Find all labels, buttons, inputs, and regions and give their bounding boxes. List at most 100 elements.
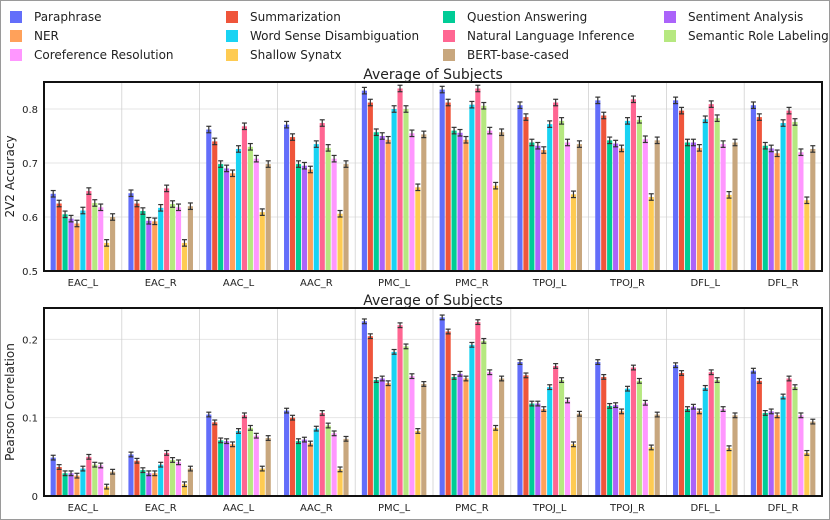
bar-question-answering-pmc-l[interactable] <box>373 132 379 271</box>
bar-question-answering-dfl-r[interactable] <box>762 145 768 271</box>
bar-coreference-resolution-pmc-l[interactable] <box>409 376 415 496</box>
bar-ner-aac-r[interactable] <box>307 169 313 271</box>
bar-summarization-aac-r[interactable] <box>289 137 296 271</box>
bar-bert-base-cased-aac-l[interactable] <box>265 438 271 496</box>
bar-sentiment-analysis-pmc-r[interactable] <box>457 132 463 271</box>
bar-bert-base-cased-eac-l[interactable] <box>110 471 116 496</box>
bar-paraphrase-dfl-l[interactable] <box>673 100 679 271</box>
bar-paraphrase-aac-l[interactable] <box>206 129 212 271</box>
bar-summarization-eac-l[interactable] <box>56 203 62 272</box>
bar-semantic-role-labeling-tpoj-l[interactable] <box>559 380 565 496</box>
bar-word-sense-disambiguation-dfl-r[interactable] <box>780 396 786 496</box>
bar-semantic-role-labeling-aac-r[interactable] <box>325 425 331 497</box>
bar-shallow-synatx-eac-r[interactable] <box>181 242 188 271</box>
bar-shallow-synatx-aac-r[interactable] <box>337 213 343 271</box>
legend-item-summarization[interactable]: Summarization <box>226 10 341 24</box>
bar-natural-language-inference-tpoj-l[interactable] <box>553 365 559 496</box>
bar-sentiment-analysis-tpoj-r[interactable] <box>613 143 619 271</box>
bar-bert-base-cased-pmc-l[interactable] <box>421 383 427 496</box>
bar-word-sense-disambiguation-aac-r[interactable] <box>313 428 319 496</box>
bar-coreference-resolution-dfl-r[interactable] <box>798 415 804 496</box>
bar-coreference-resolution-dfl-r[interactable] <box>798 152 804 271</box>
bar-paraphrase-eac-r[interactable] <box>128 454 134 496</box>
bar-sentiment-analysis-eac-r[interactable] <box>146 473 152 496</box>
bar-semantic-role-labeling-tpoj-r[interactable] <box>636 119 642 271</box>
bar-bert-base-cased-dfl-r[interactable] <box>810 148 816 271</box>
bar-summarization-eac-r[interactable] <box>134 203 140 272</box>
bar-ner-tpoj-l[interactable] <box>541 409 547 496</box>
bar-summarization-dfl-r[interactable] <box>756 380 762 496</box>
bar-sentiment-analysis-aac-r[interactable] <box>301 165 307 271</box>
bar-shallow-synatx-eac-l[interactable] <box>104 486 110 496</box>
bar-bert-base-cased-eac-r[interactable] <box>187 468 193 496</box>
bar-summarization-eac-r[interactable] <box>134 460 140 496</box>
legend-item-semantic-role-labeling[interactable]: Semantic Role Labeling <box>664 29 829 43</box>
bar-semantic-role-labeling-aac-r[interactable] <box>325 147 331 271</box>
bar-ner-pmc-r[interactable] <box>463 378 469 497</box>
bar-question-answering-dfl-r[interactable] <box>762 412 768 496</box>
bar-semantic-role-labeling-pmc-l[interactable] <box>403 109 409 271</box>
bar-sentiment-analysis-aac-r[interactable] <box>301 439 307 496</box>
bar-shallow-synatx-eac-l[interactable] <box>104 242 110 271</box>
bar-semantic-role-labeling-pmc-l[interactable] <box>403 346 409 496</box>
bar-question-answering-tpoj-l[interactable] <box>529 403 535 496</box>
bar-sentiment-analysis-dfl-r[interactable] <box>768 148 774 271</box>
bar-ner-eac-r[interactable] <box>152 221 158 271</box>
bar-paraphrase-eac-l[interactable] <box>50 193 56 271</box>
bar-summarization-eac-l[interactable] <box>56 467 62 496</box>
bar-ner-dfl-l[interactable] <box>696 411 702 496</box>
bar-paraphrase-pmc-r[interactable] <box>439 317 445 496</box>
bar-question-answering-eac-r[interactable] <box>140 211 146 271</box>
bar-sentiment-analysis-dfl-r[interactable] <box>768 411 774 496</box>
bar-natural-language-inference-eac-l[interactable] <box>86 191 92 271</box>
bar-shallow-synatx-pmc-l[interactable] <box>415 430 421 496</box>
bar-summarization-pmc-r[interactable] <box>445 102 451 272</box>
bar-coreference-resolution-aac-l[interactable] <box>253 158 259 271</box>
bar-question-answering-tpoj-r[interactable] <box>607 140 613 271</box>
bar-paraphrase-aac-l[interactable] <box>206 414 212 496</box>
bar-paraphrase-eac-l[interactable] <box>50 457 56 496</box>
bar-word-sense-disambiguation-dfl-l[interactable] <box>702 387 708 496</box>
bar-summarization-dfl-r[interactable] <box>756 117 762 271</box>
bar-bert-base-cased-dfl-l[interactable] <box>732 415 738 496</box>
bar-coreference-resolution-eac-r[interactable] <box>175 207 182 271</box>
bar-word-sense-disambiguation-eac-l[interactable] <box>80 210 86 271</box>
bar-semantic-role-labeling-pmc-r[interactable] <box>481 105 487 271</box>
bar-shallow-synatx-tpoj-l[interactable] <box>570 444 577 496</box>
bar-shallow-synatx-aac-r[interactable] <box>337 469 343 496</box>
bar-paraphrase-pmc-r[interactable] <box>439 89 445 271</box>
legend-item-bert-base-cased[interactable]: BERT-base-cased <box>443 48 569 62</box>
bar-ner-eac-l[interactable] <box>74 475 80 496</box>
bar-word-sense-disambiguation-pmc-l[interactable] <box>391 109 397 271</box>
bar-word-sense-disambiguation-eac-r[interactable] <box>158 464 164 496</box>
bar-question-answering-dfl-l[interactable] <box>684 142 691 271</box>
bar-coreference-resolution-eac-l[interactable] <box>98 465 104 496</box>
bar-question-answering-aac-l[interactable] <box>218 164 224 271</box>
bar-question-answering-tpoj-l[interactable] <box>529 142 535 271</box>
bar-shallow-synatx-pmc-r[interactable] <box>493 185 499 271</box>
bar-shallow-synatx-dfl-l[interactable] <box>726 194 732 271</box>
bar-natural-language-inference-eac-l[interactable] <box>86 456 92 496</box>
bar-ner-tpoj-r[interactable] <box>618 148 625 271</box>
bar-shallow-synatx-eac-r[interactable] <box>181 484 188 496</box>
bar-word-sense-disambiguation-tpoj-l[interactable] <box>547 124 553 272</box>
legend-item-paraphrase[interactable]: Paraphrase <box>10 10 101 24</box>
bar-coreference-resolution-pmc-r[interactable] <box>487 130 493 271</box>
bar-question-answering-tpoj-r[interactable] <box>607 405 613 496</box>
bar-semantic-role-labeling-dfl-l[interactable] <box>714 380 720 496</box>
bar-bert-base-cased-eac-r[interactable] <box>187 206 193 271</box>
bar-paraphrase-tpoj-l[interactable] <box>517 362 523 496</box>
bar-paraphrase-tpoj-l[interactable] <box>517 105 523 271</box>
bar-question-answering-eac-r[interactable] <box>140 470 146 496</box>
bar-question-answering-pmc-l[interactable] <box>373 380 379 496</box>
bar-summarization-aac-r[interactable] <box>289 417 296 496</box>
bar-summarization-tpoj-r[interactable] <box>601 115 607 271</box>
bar-semantic-role-labeling-eac-l[interactable] <box>92 202 98 271</box>
bar-sentiment-analysis-pmc-l[interactable] <box>379 378 385 497</box>
bar-natural-language-inference-dfl-l[interactable] <box>708 104 714 271</box>
bar-natural-language-inference-eac-r[interactable] <box>164 452 170 496</box>
bar-ner-dfl-r[interactable] <box>774 415 780 496</box>
bar-natural-language-inference-pmc-l[interactable] <box>397 325 403 496</box>
bar-coreference-resolution-tpoj-l[interactable] <box>564 142 571 271</box>
bar-coreference-resolution-dfl-l[interactable] <box>720 144 726 271</box>
